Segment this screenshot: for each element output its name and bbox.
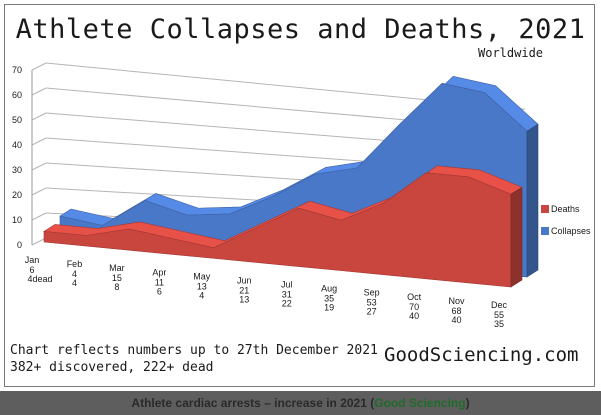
value-label: 31 xyxy=(282,290,292,300)
collapses-area-end xyxy=(526,123,539,278)
caption-text: Athlete cardiac arrests – increase in 20… xyxy=(131,396,375,410)
y-tick-label: 30 xyxy=(12,165,22,175)
grid-line-side xyxy=(31,137,47,146)
x-tick-label: Feb xyxy=(67,259,83,269)
y-tick-label: 40 xyxy=(12,140,22,150)
value-label: 40 xyxy=(409,311,419,321)
x-tick-label: May xyxy=(193,271,211,281)
footnote-line-1: Chart reflects numbers up to 27th Decemb… xyxy=(10,343,378,358)
footnote-line-2: 382+ discovered, 222+ dead xyxy=(10,360,214,375)
x-tick-label: Apr xyxy=(152,267,166,277)
caption-end: ) xyxy=(465,396,470,410)
value-label: 22 xyxy=(282,299,292,309)
x-tick-label: Oct xyxy=(407,292,422,302)
area-chart: 010203040506070Jan64deadFeb44Mar158Apr11… xyxy=(12,62,591,329)
y-tick-label: 0 xyxy=(17,240,22,250)
value-label: 13 xyxy=(239,294,249,304)
x-tick-label: Sep xyxy=(364,288,380,298)
x-tick-label: Jan xyxy=(25,255,40,265)
value-label: 21 xyxy=(239,285,249,295)
grid-line-side xyxy=(31,237,47,246)
image-caption: Athlete cardiac arrests – increase in 20… xyxy=(0,391,601,415)
grid-line-side xyxy=(31,187,47,196)
value-label: 4 xyxy=(72,278,77,288)
grid-line-side xyxy=(31,162,47,171)
deaths-area-end xyxy=(510,186,523,288)
y-tick-label: 10 xyxy=(12,215,22,225)
value-label: 55 xyxy=(494,310,504,320)
x-tick-label: Mar xyxy=(109,263,125,273)
grid-line-side xyxy=(31,212,47,221)
value-label: 35 xyxy=(324,294,334,304)
chart-title: Athlete Collapses and Deaths, 2021 xyxy=(15,14,586,45)
value-label: 8 xyxy=(114,282,119,292)
x-tick-label: Jun xyxy=(237,275,252,285)
caption-link[interactable]: Good Sciencing xyxy=(374,396,466,410)
x-tick-label: Jul xyxy=(281,280,293,290)
legend-label: Collapses xyxy=(551,226,591,236)
value-label: 6 xyxy=(29,265,34,275)
legend-label: Deaths xyxy=(551,204,580,214)
y-tick-label: 20 xyxy=(12,190,22,200)
value-label: 15 xyxy=(112,273,122,283)
value-label: 6 xyxy=(157,286,162,296)
grid-line-side xyxy=(31,87,47,96)
grid-line-side xyxy=(31,112,47,121)
y-tick-label: 70 xyxy=(12,65,22,75)
value-label: 4dead xyxy=(27,274,52,284)
chart-subtitle: Worldwide xyxy=(478,46,544,60)
x-tick-label: Nov xyxy=(449,296,466,306)
grid-line-side xyxy=(31,62,47,71)
value-label: 70 xyxy=(409,302,419,312)
legend-swatch xyxy=(541,205,549,213)
value-label: 13 xyxy=(197,281,207,291)
value-label: 19 xyxy=(324,303,334,313)
x-tick-label: Aug xyxy=(321,284,337,294)
x-tick-label: Dec xyxy=(491,300,508,310)
chart-frame: 0 10 20 30 40 50 60 70 Jan 6 4dead Feb 4 4 Mar 15 8 Apr 11… xyxy=(4,4,595,387)
value-label: 68 xyxy=(452,306,462,316)
brand-label: GoodSciencing.com xyxy=(384,344,579,366)
legend-swatch xyxy=(541,227,549,235)
y-tick-label: 50 xyxy=(12,115,22,125)
value-label: 53 xyxy=(367,298,377,308)
value-label: 27 xyxy=(367,307,377,317)
value-label: 4 xyxy=(72,269,77,279)
value-label: 4 xyxy=(199,290,204,300)
value-label: 35 xyxy=(494,319,504,329)
value-label: 11 xyxy=(155,277,164,287)
value-label: 40 xyxy=(452,315,462,325)
y-tick-label: 60 xyxy=(12,90,22,100)
